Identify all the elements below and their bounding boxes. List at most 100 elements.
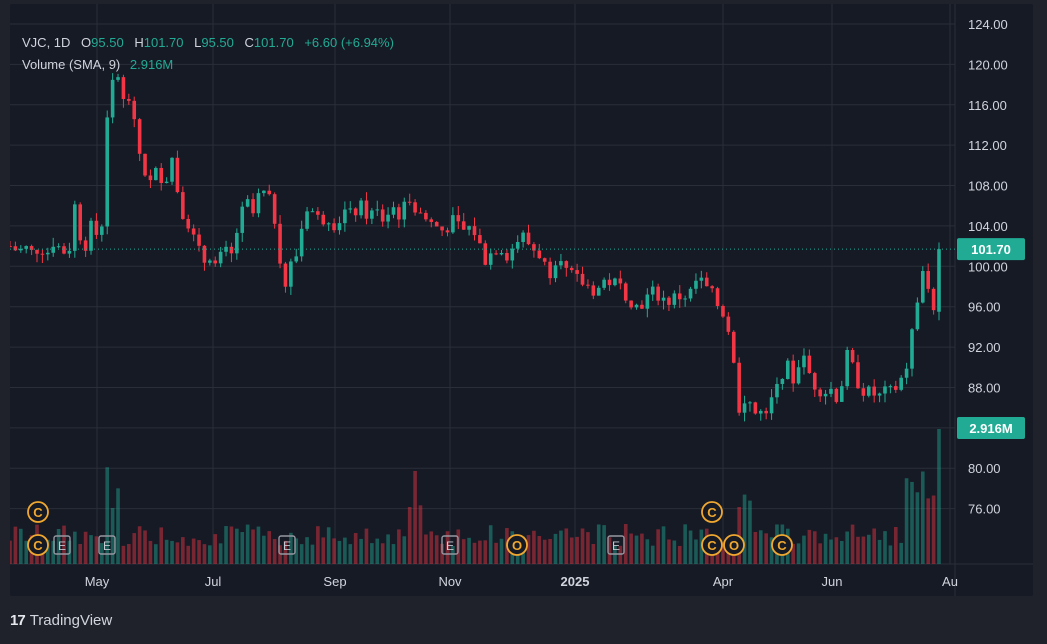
volume-bar (229, 526, 234, 564)
candle-body (559, 261, 563, 266)
candle-body (694, 280, 698, 289)
candle-body (488, 253, 493, 265)
candle-body (931, 288, 936, 311)
earnings-marker-label: E (283, 539, 291, 553)
candle-body (127, 99, 131, 101)
candle-body (721, 305, 725, 317)
candle-body (100, 226, 104, 235)
candle-body (920, 271, 925, 303)
candle-body (245, 199, 250, 207)
volume-bar (791, 543, 795, 564)
volume-bar (73, 531, 77, 564)
volume-bar (623, 524, 628, 564)
candle-body (272, 194, 277, 224)
axis-badges: 101.70 2.916M (957, 238, 1025, 439)
volume-bar (742, 494, 747, 564)
candle-body (197, 234, 201, 246)
candle-body (580, 273, 585, 285)
candle-body (267, 190, 272, 195)
volume-bar (251, 529, 255, 564)
last-price-badge (957, 238, 1025, 261)
x-tick-label: Au (942, 574, 958, 589)
candle-body (553, 265, 558, 279)
low-value: 95.50 (201, 35, 234, 50)
candle-body (213, 260, 218, 264)
volume-bar (650, 545, 655, 564)
candle-body (785, 360, 790, 380)
candle-body (494, 253, 498, 255)
volume-bar (418, 505, 423, 564)
volume-bar (499, 538, 504, 564)
volume-bar (920, 471, 925, 564)
candle-body (380, 209, 385, 222)
candle-body (348, 208, 353, 210)
candle-body (35, 249, 39, 254)
candle-body (883, 386, 887, 394)
dividend-marker (27, 501, 49, 523)
volume-bar (445, 531, 450, 564)
chart-canvas[interactable]: CC E E E E O ECC O C 124.00120.00116.00112.00108… (10, 4, 1033, 596)
candle-body (299, 228, 304, 257)
tradingview-logo[interactable]: 17 TradingView (10, 612, 112, 629)
ohlc-row: VJC, 1D O95.50 H101.70 L95.50 C101.70 +6… (22, 35, 394, 50)
volume-indicator-label[interactable]: Volume (SMA, 9) (22, 57, 121, 72)
volume-bar (861, 536, 866, 564)
volume-bar (159, 527, 164, 564)
candle-body (110, 79, 115, 118)
candle-body (645, 294, 650, 309)
volume-bar (667, 539, 671, 564)
volume-bar (758, 530, 763, 564)
candle-body (391, 207, 396, 215)
high-label: H (134, 35, 144, 50)
volume-bar (218, 543, 223, 564)
candle-body (148, 175, 153, 181)
earnings-marker (607, 535, 625, 555)
split-marker (506, 534, 528, 556)
event-marker-label: C (777, 538, 787, 553)
volume-bar (316, 526, 320, 564)
volume-bar (337, 540, 342, 564)
candle-body (413, 202, 417, 213)
symbol-label[interactable]: VJC (22, 35, 47, 50)
chart-grid (10, 4, 1033, 596)
candle-body (915, 302, 920, 330)
candle-body (607, 279, 612, 286)
volume-bar (532, 530, 536, 564)
y-tick-label: 104.00 (968, 219, 1008, 234)
y-tick-label: 76.00 (968, 502, 1001, 517)
candle-body (386, 214, 390, 222)
candle-body (758, 410, 763, 414)
volume-bar (262, 535, 266, 564)
volume-bar (294, 538, 299, 564)
candle-body (89, 220, 93, 251)
close-label: C (244, 35, 254, 50)
candle-body (807, 355, 812, 374)
earnings-marker (53, 535, 71, 555)
volume-bar (321, 537, 326, 564)
volume-bar (569, 537, 574, 564)
candle-body (542, 258, 547, 262)
volume-bar (240, 532, 245, 564)
candle-body (397, 207, 401, 220)
volume-bar (796, 543, 801, 564)
volume-bar (370, 543, 374, 564)
candle-body (461, 221, 466, 230)
volume-bar (893, 527, 898, 564)
candle-body (10, 246, 12, 248)
volume-bar (397, 529, 401, 564)
volume-bar (51, 540, 56, 564)
candle-body (677, 293, 682, 300)
volume-bar (845, 531, 849, 564)
interval-label[interactable]: 1D (53, 35, 71, 50)
candle-body (278, 223, 282, 264)
y-tick-label: 100.00 (968, 259, 1008, 274)
candle-body (683, 298, 687, 300)
event-marker-label: C (707, 538, 717, 553)
candle-body (46, 252, 50, 255)
candle-body (910, 329, 914, 369)
candle-body (926, 271, 930, 289)
candle-body (634, 304, 639, 308)
volume-bar (542, 539, 547, 564)
